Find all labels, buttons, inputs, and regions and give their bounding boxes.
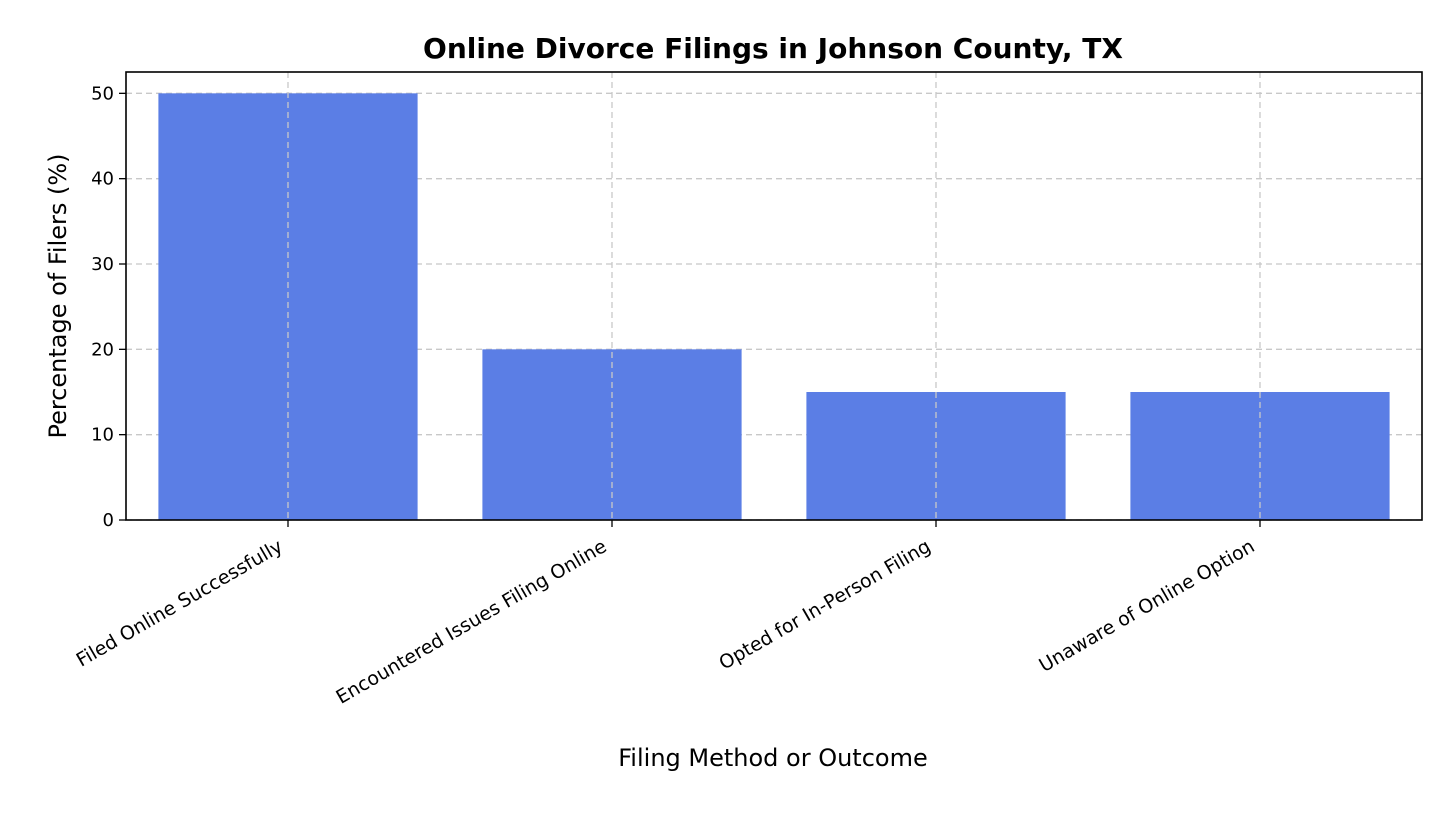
x-tick-label: Encountered Issues Filing Online (332, 535, 610, 708)
x-tick-label: Opted for In-Person Filing (715, 535, 934, 674)
chart-title: Online Divorce Filings in Johnson County… (423, 32, 1123, 65)
x-tick-label: Filed Online Successfully (73, 535, 287, 671)
y-tick-label: 20 (91, 339, 114, 360)
bars (158, 72, 1390, 520)
y-tick-label: 30 (91, 254, 114, 275)
y-tick-label: 10 (91, 425, 114, 446)
y-axis: 0 10 20 30 40 50 (91, 83, 126, 531)
x-tick-label: Unaware of Online Option (1035, 535, 1258, 677)
y-tick-label: 0 (103, 510, 114, 531)
x-axis-label: Filing Method or Outcome (618, 744, 928, 772)
plot-frame (125, 71, 1423, 521)
y-axis-label: Percentage of Filers (%) (44, 153, 72, 438)
y-tick-label: 40 (91, 169, 114, 190)
y-tick-label: 50 (91, 83, 114, 104)
x-axis: Filed Online Successfully Encountered Iss… (73, 520, 1261, 709)
